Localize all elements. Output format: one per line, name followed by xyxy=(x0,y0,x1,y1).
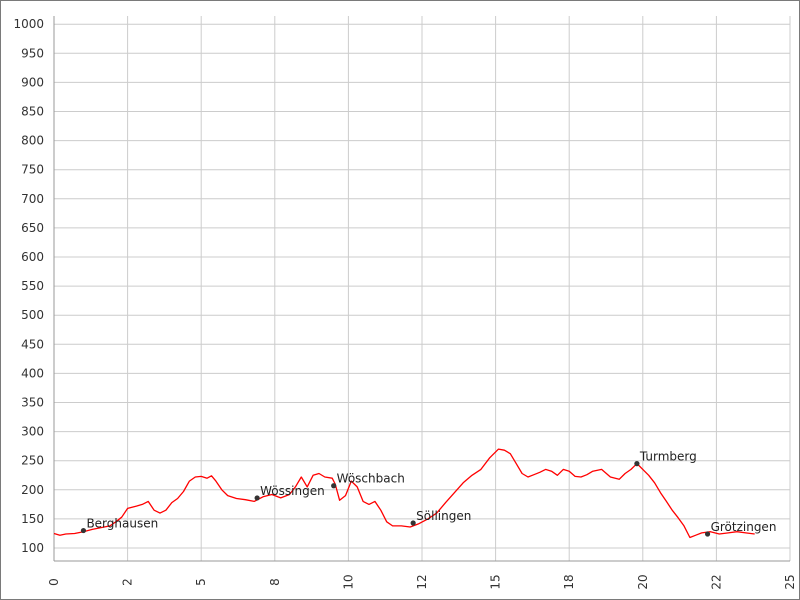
x-tick-label: 20 xyxy=(636,574,650,589)
x-tick-label: 10 xyxy=(341,574,355,589)
y-tick-label: 850 xyxy=(21,105,44,119)
y-tick-label: 600 xyxy=(21,250,44,264)
x-tick-label: 5 xyxy=(194,578,208,586)
waypoint-markers: Berghausen Wössingen Wöschbach Söllingen Tur… xyxy=(80,450,777,537)
waypoint-dot xyxy=(704,531,711,537)
y-tick-label: 950 xyxy=(21,46,44,60)
x-tick-label: 8 xyxy=(268,578,282,586)
y-tick-label: 150 xyxy=(21,512,44,526)
y-tick-label: 300 xyxy=(21,425,44,439)
waypoint-dot xyxy=(410,520,416,526)
y-tick-label: 450 xyxy=(21,337,44,351)
y-tick-label: 800 xyxy=(21,134,44,148)
waypoint-label: Berghausen xyxy=(86,517,158,531)
series-layer xyxy=(53,448,755,539)
x-tick-label: 25 xyxy=(783,574,797,589)
x-tick-label: 2 xyxy=(121,578,135,586)
y-tick-label: 250 xyxy=(21,454,44,468)
y-tick-label: 400 xyxy=(21,366,44,380)
y-tick-label: 1000 xyxy=(13,17,44,31)
y-tick-label: 650 xyxy=(21,221,44,235)
waypoint-dot xyxy=(254,495,260,501)
waypoint-dot xyxy=(331,483,337,489)
y-tick-label: 500 xyxy=(21,308,44,322)
y-tick-label: 100 xyxy=(21,541,44,555)
axes: 1001502002503003504004505005506006507007… xyxy=(13,16,797,590)
waypoint-label: Söllingen xyxy=(416,509,471,523)
waypoint-dot xyxy=(634,461,640,467)
y-tick-label: 200 xyxy=(21,483,44,497)
elevation-line xyxy=(53,448,755,539)
x-tick-label: 15 xyxy=(489,574,503,589)
waypoint-label: Wöschbach xyxy=(337,472,405,486)
x-tick-label: 0 xyxy=(47,578,61,586)
waypoint-label: Wössingen xyxy=(260,484,325,498)
waypoint-label: Turmberg xyxy=(639,450,697,464)
y-tick-label: 350 xyxy=(21,396,44,410)
y-tick-label: 550 xyxy=(21,279,44,293)
waypoint-dot xyxy=(80,527,87,534)
waypoint-label: Grötzingen xyxy=(711,520,777,534)
y-tick-label: 900 xyxy=(21,75,44,89)
y-tick-label: 700 xyxy=(21,192,44,206)
x-tick-label: 12 xyxy=(415,574,429,589)
y-tick-label: 750 xyxy=(21,163,44,177)
x-tick-label: 22 xyxy=(709,574,723,589)
x-tick-label: 18 xyxy=(562,574,576,589)
grid xyxy=(53,16,791,561)
